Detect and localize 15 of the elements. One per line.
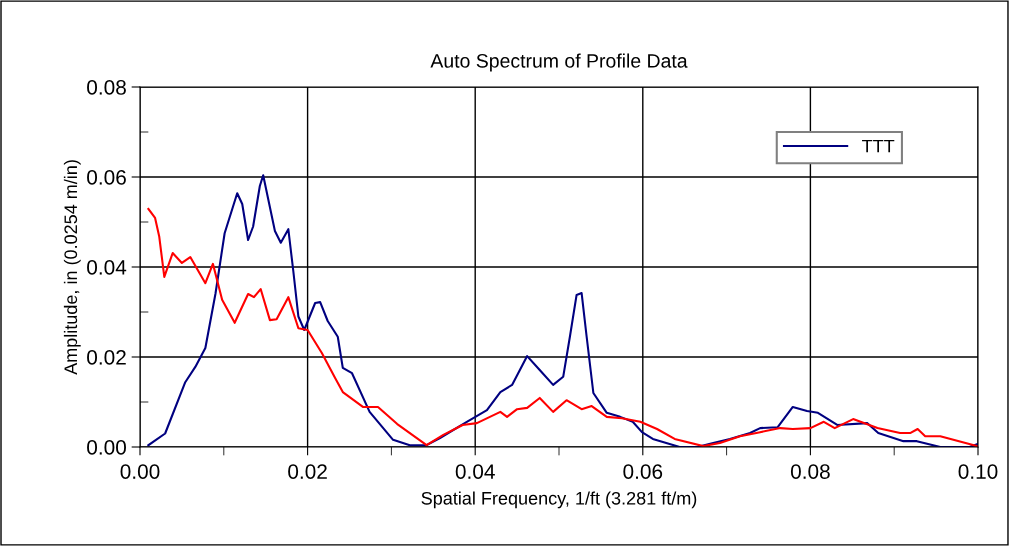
y-tick-label: 0.06 [87,170,126,185]
x-tick-label: 0.02 [288,464,327,479]
legend-label: TTT [862,139,895,153]
x-tick-label: 0.04 [455,464,495,479]
x-tick-label: 0.00 [120,464,160,479]
x-tick-label: 0.08 [790,464,830,479]
y-axis-title: Amplitude, in (0.0254 m/in) [63,160,81,375]
x-tick-label: 0.06 [623,464,663,479]
x-tick-label: 0.10 [958,464,998,479]
y-tick-label: 0.00 [87,440,126,455]
x-axis-title: Spatial Frequency, 1/ft (3.281 ft/m) [421,491,697,509]
y-tick-label: 0.08 [87,80,126,95]
y-tick-label: 0.02 [87,350,126,365]
chart-title: Auto Spectrum of Profile Data [430,53,688,72]
y-tick-label: 0.04 [87,260,127,275]
